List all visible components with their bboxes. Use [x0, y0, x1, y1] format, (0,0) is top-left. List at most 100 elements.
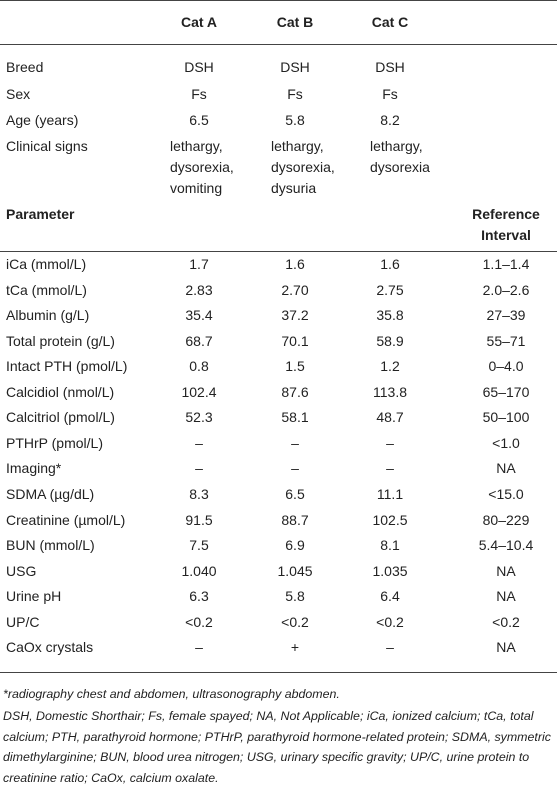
cell: DSH: [184, 59, 214, 75]
cell: 11.1: [376, 485, 404, 502]
row-label: SDMA (µg/dL): [6, 485, 95, 502]
top-rule: [0, 0, 557, 1]
parameter-rule: [0, 251, 557, 252]
row-label: Calcitriol (pmol/L): [6, 409, 115, 426]
cell: 6.3: [189, 588, 209, 605]
cell: 68.7: [185, 332, 213, 349]
cell: 0–4.0: [488, 358, 524, 375]
row-label: USG: [6, 562, 37, 579]
cell: 65–170: [482, 383, 530, 400]
row-label: Urine pH: [6, 588, 62, 605]
row-label: Breed: [6, 59, 44, 75]
cell: Fs: [191, 86, 207, 102]
cell: NA: [496, 460, 516, 477]
cell: DSH: [280, 59, 310, 75]
column-header: Cat C: [371, 14, 409, 30]
column-header: Cat B: [276, 14, 314, 30]
cell: 2.0–2.6: [482, 281, 530, 298]
row-label: Sex: [6, 86, 31, 102]
cell: 35.4: [185, 307, 213, 324]
cell: 102.5: [372, 511, 408, 528]
cell: Fs: [287, 86, 303, 102]
cell: 102.4: [181, 383, 217, 400]
cell: 80–229: [482, 511, 530, 528]
cell: 2.70: [281, 281, 309, 298]
cell: –: [195, 639, 203, 656]
cell: 2.83: [185, 281, 213, 298]
cell: 6.4: [380, 588, 400, 605]
cell: 58.1: [281, 409, 309, 426]
row-label: Creatinine (µmol/L): [6, 511, 126, 528]
cell: Fs: [382, 86, 398, 102]
cell: NA: [496, 639, 516, 656]
cell: 1.6: [380, 256, 400, 272]
cell: 8.1: [380, 537, 400, 554]
bottom-rule: [0, 672, 557, 673]
cell: 2.75: [376, 281, 404, 298]
row-label: Calcidiol (nmol/L): [6, 383, 115, 400]
row-label: Total protein (g/L): [6, 332, 115, 349]
cell: –: [386, 434, 394, 451]
row-label: tCa (mmol/L): [6, 281, 87, 298]
cell: –: [291, 460, 299, 477]
cell: 27–39: [486, 307, 526, 324]
cell: –: [195, 434, 203, 451]
cell: 88.7: [281, 511, 309, 528]
cell: 0.8: [189, 358, 209, 375]
row-label: UP/C: [6, 613, 40, 630]
cell: lethargy, dysorexia: [370, 138, 430, 175]
cell: 1.7: [189, 256, 209, 272]
cell: 6.5: [285, 485, 305, 502]
cell: 7.5: [189, 537, 209, 554]
cell: <0.2: [376, 613, 404, 630]
cell: 1.5: [285, 358, 305, 375]
cell: 70.1: [281, 332, 309, 349]
row-label: Imaging*: [6, 460, 62, 477]
cell: 5.4–10.4: [478, 537, 534, 554]
cell: 52.3: [185, 409, 213, 426]
cell: <1.0: [492, 434, 520, 451]
cell: 35.8: [376, 307, 404, 324]
row-label: Albumin (g/L): [6, 307, 90, 324]
cell: lethargy, dysorexia, vomiting: [170, 138, 234, 196]
cell: 50–100: [482, 409, 530, 426]
section-header: Reference Interval: [472, 206, 540, 243]
row-label: Clinical signs: [6, 138, 88, 154]
cell: 8.3: [189, 485, 209, 502]
cell: 1.1–1.4: [482, 256, 530, 272]
cell: <15.0: [488, 485, 524, 502]
cell: 1.6: [285, 256, 305, 272]
cell: –: [386, 460, 394, 477]
cell: 48.7: [376, 409, 404, 426]
cell: 1.2: [380, 358, 400, 375]
row-label: iCa (mmol/L): [6, 256, 87, 272]
cell: –: [291, 434, 299, 451]
cell: 91.5: [185, 511, 213, 528]
cell: +: [290, 639, 300, 656]
cell: <0.2: [281, 613, 309, 630]
cell: 6.5: [189, 112, 209, 128]
cell: 5.8: [285, 588, 305, 605]
cell: 1.045: [277, 562, 313, 579]
cell: –: [386, 639, 394, 656]
row-label: Intact PTH (pmol/L): [6, 358, 128, 375]
cell: 8.2: [380, 112, 400, 128]
footnote: *radiography chest and abdomen, ultrason…: [3, 687, 340, 701]
section-header: Parameter: [6, 206, 75, 222]
column-header: Cat A: [180, 14, 218, 30]
cell: 87.6: [281, 383, 309, 400]
row-label: PTHrP (pmol/L): [6, 434, 103, 451]
cell: DSH: [375, 59, 405, 75]
row-label: CaOx crystals: [6, 639, 94, 656]
cell: 6.9: [285, 537, 305, 554]
cell: 55–71: [486, 332, 526, 349]
cell: 1.040: [181, 562, 217, 579]
cell: NA: [496, 562, 516, 579]
cell: –: [195, 460, 203, 477]
cell: 37.2: [281, 307, 309, 324]
footnote: DSH, Domestic Shorthair; Fs, female spay…: [3, 709, 551, 785]
cell: NA: [496, 588, 516, 605]
cell: lethargy, dysorexia, dysuria: [271, 138, 335, 196]
cell: 5.8: [285, 112, 305, 128]
